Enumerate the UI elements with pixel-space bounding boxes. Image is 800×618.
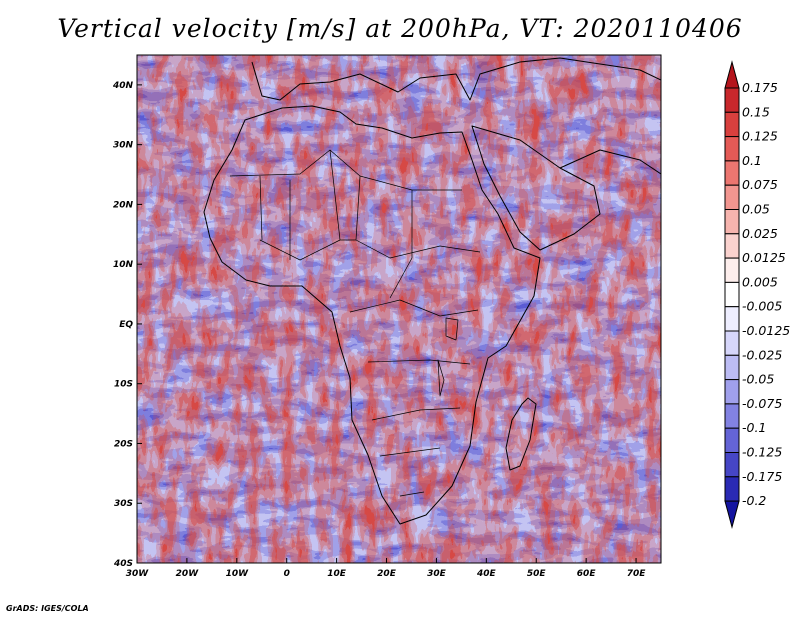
- x-tick-label: 70E: [627, 569, 647, 579]
- colorbar-swatch: [724, 136, 740, 162]
- colorbar-swatch: [724, 452, 740, 478]
- colorbar-swatch: [724, 427, 740, 454]
- colorbar-swatch: [724, 281, 740, 308]
- colorbar-swatch: [724, 111, 740, 138]
- colorbar-swatch: [724, 257, 740, 283]
- colorbar-label: 0.1: [742, 153, 762, 168]
- x-tick-label: 40E: [476, 569, 497, 579]
- y-axis: 40N 30N 20N 10N EQ 10S 20S 30S 40S: [112, 81, 142, 569]
- colorbar-bottom-arrow: [724, 500, 740, 530]
- colorbar-label: -0.1: [742, 420, 766, 435]
- country-borders: [229, 149, 481, 497]
- y-tick-label: 40N: [112, 81, 134, 91]
- colorbar-label: 0.0125: [742, 250, 786, 265]
- colorbar-swatch: [724, 209, 740, 235]
- europe-coastline: [251, 57, 661, 101]
- great-lakes: [437, 317, 459, 397]
- colorbar-label: -0.025: [742, 347, 782, 362]
- velocity-field: [137, 55, 661, 563]
- colorbar-label: -0.125: [742, 445, 782, 460]
- colorbar-swatch: [724, 330, 740, 356]
- colorbar-label: 0.075: [742, 177, 778, 192]
- x-tick-label: 30W: [126, 569, 150, 579]
- y-tick-label: 20S: [114, 439, 133, 449]
- plot-frame: [136, 54, 662, 564]
- y-tick-label: EQ: [119, 320, 133, 330]
- x-tick-label: 20E: [377, 569, 397, 579]
- x-tick-label: 50E: [527, 569, 547, 579]
- x-tick-label: 30E: [427, 569, 447, 579]
- colorbar-label: -0.075: [742, 396, 782, 411]
- credit-label: GrADS: IGES/COLA: [6, 604, 89, 613]
- x-tick-label: 10W: [226, 569, 250, 579]
- colorbar-swatch: [724, 379, 740, 405]
- colorbar-label: -0.0125: [742, 323, 790, 338]
- arabia-coastline: [471, 125, 601, 251]
- colorbar-label: -0.175: [742, 469, 782, 484]
- colorbar-label: 0.005: [742, 274, 778, 289]
- colorbar-label: 0.05: [742, 202, 770, 217]
- colorbar-swatch: [724, 476, 740, 502]
- x-tick-label: 10E: [327, 569, 347, 579]
- x-tick-label: 60E: [577, 569, 597, 579]
- africa-coastline: [203, 105, 541, 525]
- colorbar-label: 0.175: [742, 80, 778, 95]
- y-tick-label: 10N: [113, 260, 134, 270]
- x-tick-label: 0: [284, 569, 290, 579]
- colorbar-swatch: [724, 184, 740, 210]
- colorbar-swatch: [724, 354, 740, 381]
- colorbar-top-arrow: [724, 60, 740, 89]
- colorbar-label: -0.05: [742, 372, 774, 387]
- x-axis: 30W 20W 10W 0 10E 20E 30E 40E 50E 60E 70E: [126, 558, 646, 579]
- x-tick-label: 20W: [176, 569, 200, 579]
- colorbar-swatch: [724, 403, 740, 429]
- colorbar-label: 0.025: [742, 226, 778, 241]
- y-tick-label: 40S: [113, 559, 133, 569]
- colorbar-label: 0.125: [742, 129, 778, 144]
- iran-coastline: [559, 149, 661, 175]
- colorbar-swatch: [724, 306, 740, 332]
- colorbar-label: 0.15: [742, 104, 770, 119]
- madagascar-coastline: [505, 397, 537, 471]
- colorbar-swatch: [724, 160, 740, 186]
- y-tick-label: 30S: [114, 499, 133, 509]
- y-tick-label: 20N: [113, 200, 134, 210]
- colorbar-swatch: [724, 233, 740, 259]
- colorbar-label: -0.005: [742, 299, 782, 314]
- colorbar-swatch: [724, 87, 740, 113]
- coastlines: [203, 57, 661, 525]
- y-tick-label: 10S: [114, 380, 133, 390]
- colorbar-label: -0.2: [742, 493, 766, 508]
- plot-title: Vertical velocity [m/s] at 200hPa, VT: 2…: [57, 14, 743, 43]
- colorbar: 0.175 0.15 0.125 0.1 0.075 0.05 0.025 0.0125 0.0…: [724, 60, 790, 530]
- y-tick-label: 30N: [113, 141, 134, 151]
